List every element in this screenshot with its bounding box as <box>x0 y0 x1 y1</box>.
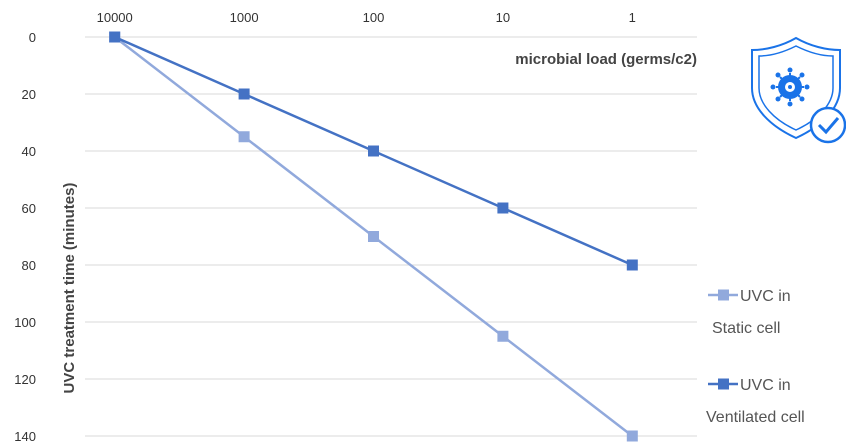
y-tick-label: 100 <box>14 315 36 330</box>
data-point <box>109 31 121 43</box>
legend-label: UVC in <box>740 288 791 305</box>
legend-label: Static cell <box>712 320 780 337</box>
legend-item: UVC in Ventilated cell <box>706 377 805 426</box>
x-tick-label: 1000 <box>230 10 259 25</box>
y-tick-label: 120 <box>14 372 36 387</box>
y-tick-label: 60 <box>22 201 36 216</box>
series-layer <box>109 31 638 442</box>
y-tick-label: 140 <box>14 429 36 443</box>
x-tick-label: 10000 <box>97 10 133 25</box>
y-tick-label: 20 <box>22 87 36 102</box>
series-static-cell <box>109 31 638 442</box>
y-tick-label: 80 <box>22 258 36 273</box>
series-ventilated-cell <box>109 31 638 271</box>
y-tick-label: 0 <box>29 30 36 45</box>
data-point <box>368 145 379 157</box>
y-axis-title: UVC treatment time (minutes) <box>61 183 78 394</box>
data-point <box>238 131 250 143</box>
x-tick-label: 1 <box>629 10 636 25</box>
legend-label: UVC in <box>740 377 791 394</box>
data-point <box>626 430 638 442</box>
x-tick-label: 10 <box>496 10 510 25</box>
data-point <box>368 231 379 242</box>
legend: UVC in Static cell UVC in Ventilated cell <box>706 288 805 426</box>
legend-marker <box>718 378 729 390</box>
legend-item: UVC in Static cell <box>708 288 791 337</box>
x-axis-ticks: 10000 1000 100 10 1 <box>97 10 636 25</box>
data-point <box>626 259 638 271</box>
legend-marker <box>718 289 729 301</box>
data-point <box>497 202 509 214</box>
y-tick-label: 40 <box>22 144 36 159</box>
data-point <box>238 88 250 100</box>
virus-shield-check-icon <box>751 36 846 144</box>
y-axis-ticks: 0 20 40 60 80 100 120 140 <box>14 30 36 443</box>
x-axis-title: microbial load (germs/c2) <box>515 51 697 68</box>
x-tick-label: 100 <box>363 10 385 25</box>
data-point <box>497 330 509 342</box>
legend-label: Ventilated cell <box>706 409 805 426</box>
grid-lines <box>85 36 697 437</box>
